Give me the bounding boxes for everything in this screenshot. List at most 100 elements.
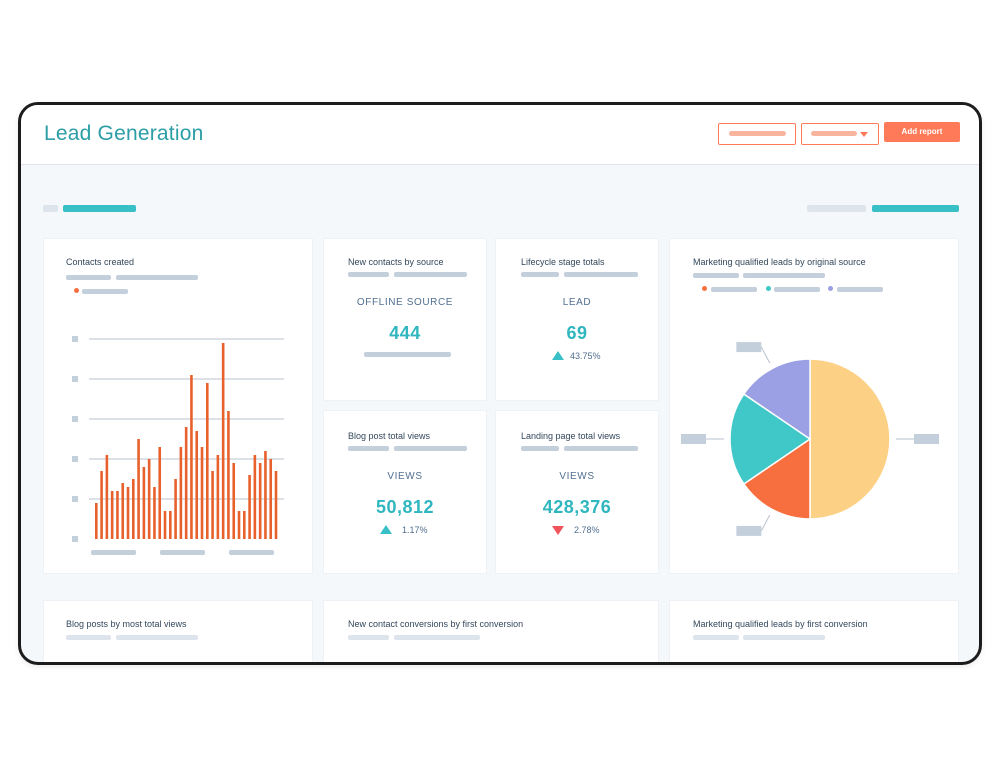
card-title: Landing page total views [521, 431, 621, 441]
subtitle-placeholder [394, 272, 467, 277]
subtitle-placeholder [116, 635, 198, 640]
bar [126, 487, 130, 539]
card-lifecycle-stage-totals[interactable]: Lifecycle stage totals LEAD 69 43.75% [495, 238, 659, 401]
bar [153, 487, 156, 539]
contacts-bar-chart [72, 336, 284, 555]
bar [206, 383, 209, 539]
pie-slice [742, 358, 811, 441]
card-title: New contact conversions by first convers… [348, 619, 524, 629]
slice-label-placeholder [736, 342, 762, 353]
legend-label-placeholder [82, 289, 128, 294]
kpi-value: 69 [566, 323, 588, 343]
filter-tab-active[interactable] [63, 205, 136, 212]
card-mql-by-first-conversion[interactable]: Marketing qualified leads by first conve… [669, 600, 959, 662]
subtitle-placeholder [66, 635, 111, 640]
add-report-button[interactable]: Add report [884, 122, 960, 142]
card-title: Lifecycle stage totals [521, 257, 605, 267]
card-new-contact-conversions[interactable]: New contact conversions by first convers… [323, 600, 659, 662]
slice-leader-line [760, 514, 771, 532]
card-landing-page-total-views[interactable]: Landing page total views VIEWS 428,376 2… [495, 410, 659, 574]
bar [147, 459, 151, 539]
bar [105, 455, 109, 539]
bar [100, 471, 103, 539]
bar [253, 455, 257, 539]
bar [200, 447, 204, 539]
kpi-change: 2.78% [574, 525, 600, 535]
view-option-placeholder[interactable] [807, 205, 866, 212]
bar [232, 463, 236, 539]
bar [142, 467, 146, 539]
view-option-active[interactable] [872, 205, 959, 212]
bar [211, 471, 214, 539]
bar [174, 479, 177, 539]
pie-slice [809, 358, 891, 520]
slice-label-placeholder [736, 525, 762, 536]
x-tick-label-placeholder [229, 550, 274, 555]
card-title: Marketing qualified leads by original so… [693, 257, 866, 267]
card-contacts-created[interactable]: Contacts created [43, 238, 313, 574]
bar [190, 375, 193, 539]
bar [137, 439, 140, 539]
bar [95, 503, 98, 539]
actions-dropdown-button[interactable] [801, 123, 879, 145]
x-tick-label-placeholder [91, 550, 136, 555]
slice-label-placeholder [914, 434, 939, 444]
subtitle-placeholder [394, 446, 467, 451]
y-tick-label-placeholder [72, 376, 78, 382]
pie-slice [742, 437, 811, 520]
subtitle-placeholder [521, 272, 559, 277]
subtitle-placeholder [521, 446, 559, 451]
bar [116, 491, 119, 539]
legend-label-placeholder [837, 287, 883, 292]
page-title: Lead Generation [44, 122, 204, 145]
bar [237, 511, 241, 539]
kpi-label: VIEWS [559, 471, 595, 482]
subtitle-placeholder [394, 635, 480, 640]
bar [274, 471, 278, 539]
subtitle-placeholder [693, 635, 739, 640]
card-blog-posts-by-most-total-views[interactable]: Blog posts by most total views [43, 600, 313, 662]
kpi-value: 428,376 [542, 497, 612, 517]
card-title: Contacts created [66, 257, 135, 267]
x-tick-label-placeholder [160, 550, 205, 555]
y-tick-label-placeholder [72, 416, 78, 422]
filter-label-placeholder [43, 205, 58, 212]
bar [169, 511, 172, 539]
card-title: Marketing qualified leads by first conve… [693, 619, 868, 629]
y-tick-label-placeholder [72, 336, 78, 342]
legend-dot [74, 288, 79, 293]
bar [227, 411, 230, 539]
bar [221, 343, 225, 539]
subtitle-placeholder [743, 273, 825, 278]
kpi-value: 50,812 [375, 497, 435, 517]
button-label-placeholder [811, 131, 857, 136]
kpi-footer-placeholder [364, 352, 451, 357]
dashboard-header: Lead Generation Add report [21, 105, 979, 165]
bar [158, 447, 162, 539]
bar [258, 463, 262, 539]
chevron-down-icon [860, 132, 868, 137]
kpi-change: 1.17% [402, 525, 428, 535]
legend-dot [766, 286, 771, 291]
button-label-placeholder [729, 131, 786, 136]
subtitle-placeholder [348, 272, 389, 277]
card-mql-by-original-source[interactable]: Marketing qualified leads by original so… [669, 238, 959, 574]
bar [163, 511, 167, 539]
bar [110, 491, 114, 539]
card-title: Blog posts by most total views [66, 619, 187, 629]
bar [195, 431, 199, 539]
legend-dot [702, 286, 707, 291]
subtitle-placeholder [348, 446, 389, 451]
y-tick-label-placeholder [72, 536, 78, 542]
card-new-contacts-by-source[interactable]: New contacts by source OFFLINE SOURCE 44… [323, 238, 487, 401]
card-blog-post-total-views[interactable]: Blog post total views VIEWS 50,812 1.17% [323, 410, 487, 574]
legend-label-placeholder [711, 287, 757, 292]
card-title: New contacts by source [348, 257, 444, 267]
subtitle-placeholder [66, 275, 111, 280]
card-title: Blog post total views [348, 431, 431, 441]
subtitle-placeholder [564, 272, 638, 277]
date-range-button[interactable] [718, 123, 796, 145]
trend-down-icon [552, 526, 564, 535]
trend-up-icon [552, 351, 564, 360]
subtitle-placeholder [693, 273, 739, 278]
